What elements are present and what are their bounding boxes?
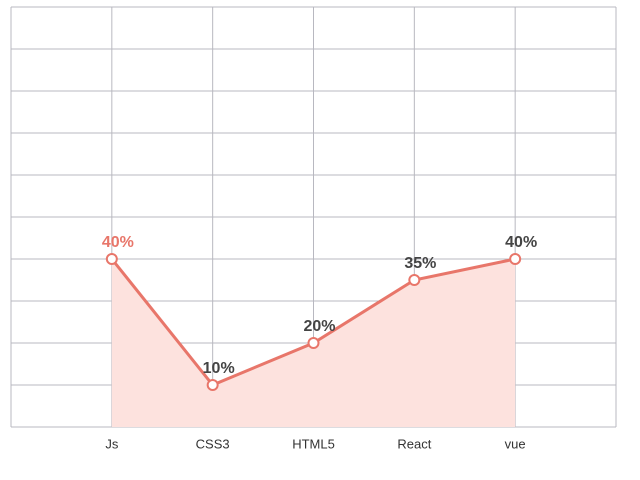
point: [307, 337, 320, 349]
x-tick-label: vue: [505, 436, 526, 451]
point: [105, 253, 118, 265]
value-label: 20%: [303, 318, 335, 335]
value-label: 35%: [404, 255, 436, 272]
value-label: 10%: [203, 360, 235, 377]
x-tick-label: HTML5: [292, 436, 335, 451]
value-label: 40%: [102, 234, 134, 251]
x-tick-label: Js: [105, 436, 119, 451]
point: [408, 274, 421, 286]
point: [206, 379, 219, 391]
x-tick-label: CSS3: [196, 436, 230, 451]
value-label: 40%: [505, 234, 537, 251]
point: [509, 253, 522, 265]
x-tick-label: React: [397, 436, 431, 451]
